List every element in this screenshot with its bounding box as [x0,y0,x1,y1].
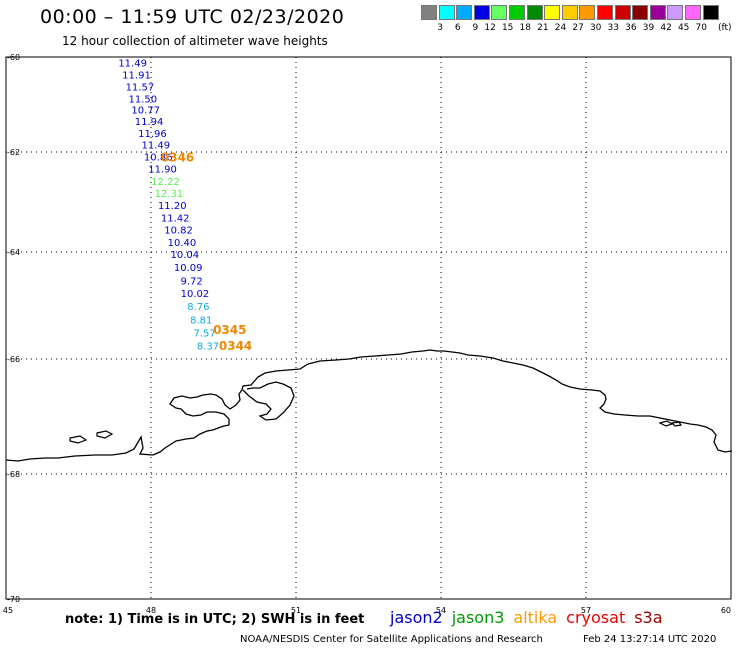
map-subtitle: 12 hour collection of altimeter wave hei… [62,34,328,48]
legend-altika: altika [513,608,558,627]
scale-swatch [438,5,455,20]
pass-time-label: 0345 [213,323,246,337]
scale-swatch [685,5,701,20]
scale-swatch [632,5,649,20]
scale-swatch [526,5,543,20]
swh-label: 12.31 [155,189,184,200]
scale-swatch [649,5,666,20]
legend-s3a: s3a [634,608,663,627]
scale-swatch [421,5,437,20]
scale-unit: (ft) [718,23,732,33]
scale-label: 45 [677,23,690,33]
pass-time-label: 0344 [219,339,252,353]
scale-label: 30 [589,23,602,33]
lat-tick-label: -60 [7,53,20,62]
swh-label: 11.94 [135,117,164,128]
swh-label: 12.22 [151,177,180,188]
scale-swatch [561,5,578,20]
scale-label: 18 [519,23,531,33]
swh-label: 10.04 [171,250,200,261]
scale-label: 21 [537,23,549,33]
swh-label: 10.40 [168,238,197,249]
lon-tick-label: 60 [721,606,731,615]
lon-tick-label: 54 [436,606,446,615]
scale-label: 27 [572,23,584,33]
swh-label: 11.57 [126,82,155,93]
scale-label: 6 [454,23,461,33]
map-grid: -60 -62 -64 -66 -68 -70 45 48 51 54 57 60 [3,53,732,615]
pass-time-label: 0346 [161,151,194,165]
swh-label: 8.37 [197,342,219,353]
swh-label: 7.57 [194,328,216,339]
swh-label: 10.77 [131,106,160,117]
swh-label: 11.96 [138,129,167,140]
swh-label: 10.86 [144,153,173,164]
map-title: 00:00 – 11:59 UTC 02/23/2020 [40,6,345,28]
scale-swatch [597,5,613,20]
swh-label: 10.02 [181,289,210,300]
satellite-track: 11.4911.9111.5711.5010.7711.9411.9611.49… [118,59,219,353]
antarctic-coastline [5,349,733,462]
coastline-inlet [242,381,295,421]
scale-label: 39 [642,23,655,33]
scale-swatch [456,5,473,20]
lon-tick-label: 48 [146,606,156,615]
coastline-islands [69,420,683,444]
scale-label: 33 [607,23,619,33]
scale-swatch [702,5,719,20]
lat-tick-label: -62 [7,148,20,157]
swh-label: 11.20 [158,201,187,212]
lon-tick-label: 51 [291,606,301,615]
scale-label: 36 [625,23,637,33]
swh-label: 10.82 [164,226,193,237]
swh-label: 11.49 [118,59,147,70]
swh-label: 8.76 [187,302,209,313]
scale-swatch [579,5,596,20]
swh-label: 8.81 [190,315,212,326]
scale-label: 70 [695,23,707,33]
legend-cryosat: cryosat [566,608,626,627]
scale-swatch [509,5,525,20]
generated-timestamp: Feb 24 13:27:14 UTC 2020 [583,634,717,645]
scale-label: 15 [501,23,514,33]
scale-label: 3 [437,23,443,33]
map-frame [5,56,732,600]
swh-label: 11.50 [128,94,157,105]
satellite-legend: jason2 jason3 altika cryosat s3a [390,608,672,627]
credit-line: NOAA/NESDIS Center for Satellite Applica… [240,634,543,645]
scale-swatch [614,5,631,20]
scale-swatch [544,5,561,20]
swh-label: 11.91 [122,71,151,82]
swh-label: 11.42 [161,214,190,225]
scale-label: 42 [660,23,672,33]
swh-label: 10.09 [174,263,203,274]
lat-tick-label: -66 [7,355,20,364]
legend-jason3: jason3 [451,608,505,627]
scale-swatch [667,5,684,20]
legend-jason2: jason2 [390,608,443,627]
scale-swatch [491,5,508,20]
scale-swatch [473,5,490,20]
lat-tick-label: -70 [7,595,20,604]
scale-label: 24 [554,23,567,33]
lon-tick-label: 45 [3,606,13,615]
swh-label: 11.90 [148,165,177,176]
lat-tick-label: -64 [7,248,20,257]
lat-tick-label: -68 [7,470,20,479]
scale-label: 9 [472,23,479,33]
lon-tick-label: 57 [581,606,591,615]
units-note: note: 1) Time is in UTC; 2) SWH is in fe… [65,612,365,627]
swh-label: 9.72 [180,276,202,287]
pass-time-labels: 0346 0345 0344 [161,151,252,354]
scale-label: 12 [484,23,496,33]
swh-label: 11.49 [142,140,171,151]
